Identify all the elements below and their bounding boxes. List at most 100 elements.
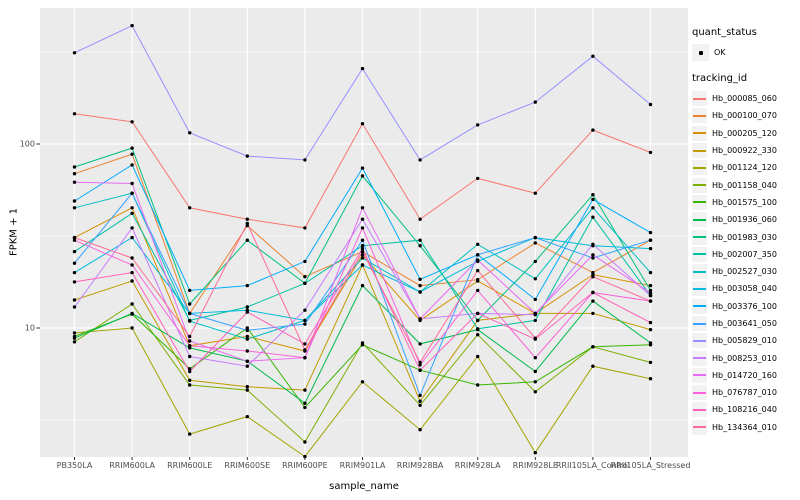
data-point: [130, 211, 134, 215]
data-point: [418, 277, 422, 281]
x-tick-label-RRIM600SE: RRIM600SE: [224, 461, 271, 470]
line-swatch-icon: [693, 166, 706, 169]
legend-item-quant-ok: OK: [692, 44, 777, 61]
legend-title-quant-status: quant_status: [692, 27, 757, 38]
x-tick-label-RRIM600LE: RRIM600LE: [167, 461, 213, 470]
data-point: [360, 238, 365, 242]
data-point: [72, 298, 77, 302]
data-point: [360, 380, 365, 384]
data-point: [245, 334, 249, 339]
data-point: [188, 344, 192, 348]
data-point: [591, 128, 595, 132]
legend-item-label: Hb_000922_330: [712, 146, 777, 156]
legend-item-label: Hb_134364_010: [712, 422, 777, 432]
y-tick-label: 10: [24, 323, 35, 333]
legend-item-Hb_001158_040: Hb_001158_040: [692, 176, 777, 193]
data-point: [303, 308, 307, 312]
data-point: [476, 258, 480, 262]
legend-item-Hb_002527_030: Hb_002527_030: [692, 263, 777, 280]
data-point: [360, 253, 365, 257]
legend-item-label: Hb_000205_120: [712, 128, 777, 138]
data-point: [130, 191, 134, 195]
data-point: [245, 326, 249, 330]
legend: quant_status OK tracking_id Hb_000085_06…: [692, 27, 777, 436]
legend-item-label: Hb_001983_030: [712, 232, 777, 242]
data-point: [72, 270, 77, 275]
data-point: [188, 378, 192, 382]
legend-key-box: [692, 125, 707, 141]
data-point: [130, 146, 134, 150]
data-point: [72, 206, 77, 210]
legend-item-Hb_003641_050: Hb_003641_050: [692, 315, 777, 332]
data-point: [476, 268, 480, 273]
data-point: [533, 191, 537, 195]
data-point: [245, 305, 249, 309]
data-point: [303, 440, 307, 444]
data-point: [130, 256, 134, 260]
data-point: [418, 399, 422, 403]
line-swatch-icon: [693, 201, 706, 204]
legend-item-label: Hb_002007_350: [712, 249, 777, 259]
data-point: [648, 270, 653, 275]
data-point: [360, 206, 365, 210]
legend-item-label: Hb_108216_040: [712, 405, 777, 415]
data-point: [303, 226, 307, 230]
data-point: [130, 302, 134, 306]
legend-item-Hb_001983_030: Hb_001983_030: [692, 228, 777, 245]
line-swatch-icon: [693, 253, 706, 256]
line-swatch-icon: [693, 391, 706, 394]
data-point: [360, 174, 365, 178]
line-swatch-icon: [693, 374, 706, 377]
data-point: [130, 235, 134, 240]
legend-item-label: Hb_003641_050: [712, 319, 777, 328]
data-point: [591, 290, 595, 295]
x-tick-label-PB350LA: PB350LA: [56, 461, 93, 470]
x-tick-label-RRIM928BA: RRIM928BA: [396, 461, 444, 470]
legend-key-box: [692, 177, 707, 193]
data-point: [245, 310, 249, 314]
legend-key-box: [692, 194, 707, 210]
legend-item-label: OK: [714, 48, 726, 57]
data-point: [303, 401, 307, 405]
legend-item-Hb_005829_010: Hb_005829_010: [692, 332, 777, 349]
line-swatch-icon: [693, 287, 706, 290]
legend-item-label: Hb_008253_010: [712, 353, 777, 363]
legend-key-box: [692, 333, 707, 349]
data-point: [360, 217, 365, 221]
data-point: [418, 217, 422, 221]
data-point: [303, 281, 307, 285]
data-point: [130, 263, 134, 267]
data-point: [476, 288, 480, 293]
legend-item-Hb_000922_330: Hb_000922_330: [692, 142, 777, 159]
data-point: [648, 293, 653, 298]
data-point: [360, 66, 365, 71]
data-point: [476, 242, 480, 246]
data-point: [188, 131, 192, 135]
data-point: [188, 369, 192, 374]
data-point: [245, 337, 249, 341]
data-point: [245, 328, 249, 333]
data-point: [533, 100, 537, 104]
line-swatch-icon: [693, 114, 706, 117]
data-point: [648, 283, 653, 288]
legend-item-label: Hb_003058_040: [712, 284, 777, 294]
data-point: [245, 385, 249, 389]
line-swatch-icon: [693, 305, 706, 308]
data-point: [476, 123, 480, 127]
data-point: [591, 197, 595, 202]
legend-item-Hb_001936_060: Hb_001936_060: [692, 211, 777, 228]
data-point: [533, 318, 537, 323]
data-point: [72, 51, 77, 55]
data-point: [648, 341, 653, 345]
data-point: [533, 380, 537, 384]
data-point: [188, 339, 192, 343]
data-point: [591, 299, 595, 303]
legend-key-box: [692, 229, 707, 245]
data-point: [72, 261, 77, 265]
data-point: [648, 102, 653, 107]
data-point: [648, 246, 653, 251]
point-marker-icon: [698, 50, 703, 55]
data-point: [418, 363, 422, 367]
x-tick-label-RRIM901LA: RRIM901LA: [339, 461, 386, 470]
legend-title-tracking-id: tracking_id: [692, 73, 748, 84]
